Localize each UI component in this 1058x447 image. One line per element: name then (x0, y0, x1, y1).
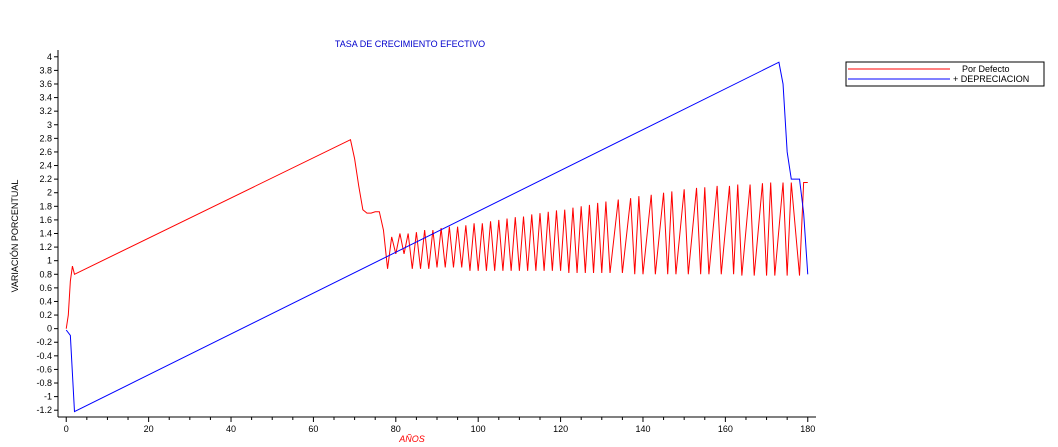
y-tick-label: 0 (47, 324, 52, 334)
x-tick-label: 80 (391, 424, 401, 434)
series-line-por-defecto (65, 138, 808, 329)
series-line-depreciacion (65, 61, 809, 413)
y-tick-label: 1.2 (39, 242, 52, 252)
y-tick-label: -0.2 (36, 337, 52, 347)
y-axis-label: VARIACIÓN PORCENTUAL (10, 180, 20, 293)
x-tick-label: 120 (553, 424, 568, 434)
legend-label-por-defecto: Por Defecto (962, 64, 1010, 74)
x-tick-label: 60 (308, 424, 318, 434)
x-tick-label: 0 (64, 424, 69, 434)
plot-area: -1.2 -1 -0.8 -0.6 -0.4 -0.2 0 0.2 0.4 0.6 0.8 1 1.2 1… (36, 50, 816, 434)
y-tick-label: 3.2 (39, 106, 52, 116)
legend: Por Defecto + DEPRECIACION (845, 61, 1045, 87)
y-tick-label: -0.8 (36, 378, 52, 388)
y-tick-label: 1.8 (39, 201, 52, 211)
y-tick-label: 3.6 (39, 79, 52, 89)
y-tick-label: 1.6 (39, 215, 52, 225)
x-tick-label: 160 (718, 424, 733, 434)
y-tick-label: 0.2 (39, 310, 52, 320)
legend-label-depreciacion: + DEPRECIACION (953, 74, 1029, 84)
x-axis-label: AÑOS (398, 434, 425, 444)
y-tick-label: 2.4 (39, 161, 52, 171)
y-tick-label: -0.4 (36, 351, 52, 361)
x-tick-label: 140 (635, 424, 650, 434)
x-tick-label: 100 (471, 424, 486, 434)
y-tick-label: 2.2 (39, 174, 52, 184)
x-tick-label: 40 (226, 424, 236, 434)
y-tick-label: 0.8 (39, 269, 52, 279)
y-tick-label: 1.4 (39, 229, 52, 239)
y-tick-label: 3 (47, 120, 52, 130)
y-tick-label: 3.4 (39, 93, 52, 103)
legend-box (845, 61, 1045, 87)
x-tick-label: 180 (800, 424, 815, 434)
y-tick-label: -0.6 (36, 364, 52, 374)
y-tick-label: -1.2 (36, 405, 52, 415)
y-tick-label: 0.4 (39, 296, 52, 306)
y-tick-label: 0.6 (39, 283, 52, 293)
y-tick-label: 4 (47, 52, 52, 62)
y-tick-label: 1 (47, 256, 52, 266)
y-tick-label: 2 (47, 188, 52, 198)
x-tick-label: 20 (144, 424, 154, 434)
y-tick-label: 2.6 (39, 147, 52, 157)
y-tick-label: -1 (44, 392, 52, 402)
chart-title: TASA DE CRECIMIENTO EFECTIVO (335, 39, 485, 49)
y-tick-label: 3.8 (39, 65, 52, 75)
y-tick-label: 2.8 (39, 133, 52, 143)
